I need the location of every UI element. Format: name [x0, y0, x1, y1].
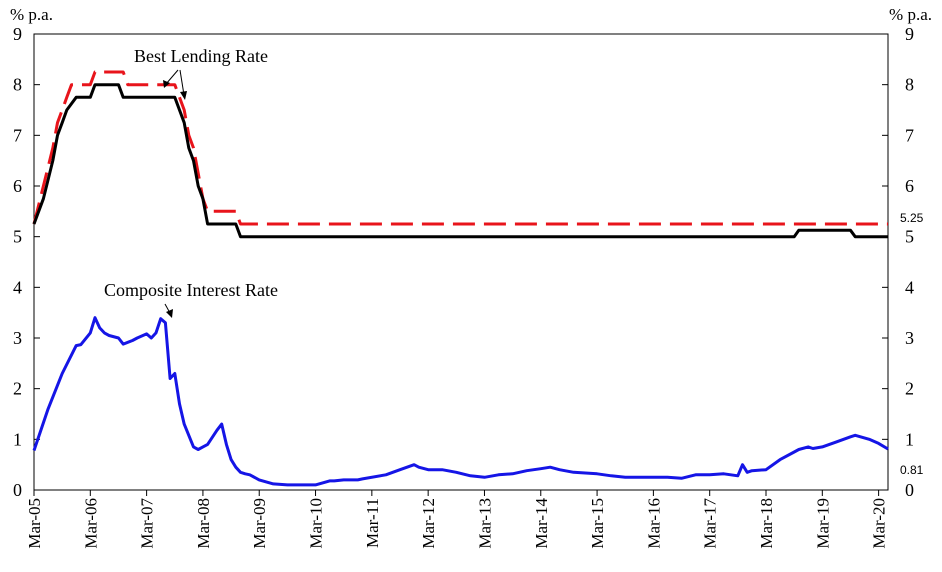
y-tick-label-right: 7 — [905, 125, 914, 145]
y-tick-label-right: 6 — [905, 176, 914, 196]
y-tick-label-left: 3 — [13, 328, 22, 348]
annotation-arrowhead-right — [180, 91, 187, 100]
series-composite-line — [32, 316, 889, 487]
y-tick-label-left: 7 — [13, 125, 22, 145]
y-tick-label-left: 1 — [13, 429, 22, 449]
y-tick-label-right: 2 — [905, 379, 914, 399]
annotation-arrow-right — [179, 69, 185, 96]
x-tick-label: Mar-05 — [25, 498, 44, 549]
x-tick-label: Mar-19 — [813, 498, 832, 549]
y-tick-label-left: 6 — [13, 176, 22, 196]
plot-frame — [33, 33, 889, 491]
y-tick-label-left: 5 — [13, 227, 22, 247]
y-tick-label-right: 0 — [905, 480, 914, 500]
x-tick-label: Mar-08 — [194, 498, 213, 549]
annotation-arrowhead-left — [163, 80, 170, 88]
x-tick-label: Mar-07 — [138, 498, 157, 549]
y-tick-label-left: 2 — [13, 379, 22, 399]
annotation-composite-interest-rate: Composite Interest Rate — [104, 280, 278, 300]
y-tick-label-right: 8 — [905, 75, 914, 95]
y-tick-label-left: 0 — [13, 480, 22, 500]
x-tick-label: Mar-11 — [363, 498, 382, 548]
y-tick-label-right: 1 — [905, 429, 914, 449]
y-tick-label-left: 9 — [13, 24, 22, 44]
annotation-arrowhead-composite — [166, 309, 173, 318]
y-tick-label-right: 3 — [905, 328, 914, 348]
y-axis-unit-left: % p.a. — [10, 5, 53, 24]
y-axis-unit-right: % p.a. — [889, 5, 932, 24]
annotation-best-lending-rate: Best Lending Rate — [134, 46, 268, 66]
chart-labels: 0 01 12 23 34 45 56 67 78 89 9% p.a.% p.a.Mar-05 Ma… — [10, 5, 932, 549]
annotation-arrow-left — [165, 69, 179, 85]
y-tick-label-right: 4 — [905, 277, 914, 297]
series-red-dashed-line — [32, 70, 888, 226]
chart-series — [32, 70, 889, 487]
end-value-label: 5.25 — [900, 211, 924, 225]
y-tick-label-left: 8 — [13, 75, 22, 95]
x-tick-label: Mar-12 — [419, 498, 438, 549]
x-tick-label: Mar-20 — [870, 498, 889, 549]
x-tick-label: Mar-15 — [588, 498, 607, 549]
chart-axes — [33, 33, 889, 496]
x-tick-label: Mar-09 — [250, 498, 269, 549]
x-tick-label: Mar-14 — [532, 498, 551, 549]
x-tick-label: Mar-16 — [644, 498, 663, 549]
x-tick-label: Mar-17 — [701, 498, 720, 549]
end-value-label: 0.81 — [900, 463, 924, 477]
y-tick-label-left: 4 — [13, 277, 22, 297]
series-black-line — [32, 83, 888, 239]
x-tick-label: Mar-06 — [81, 498, 100, 549]
y-tick-label-right: 9 — [905, 24, 914, 44]
y-tick-label-right: 5 — [905, 227, 914, 247]
x-tick-label: Mar-18 — [757, 498, 776, 549]
x-tick-label: Mar-10 — [307, 498, 326, 549]
x-tick-label: Mar-13 — [475, 498, 494, 549]
